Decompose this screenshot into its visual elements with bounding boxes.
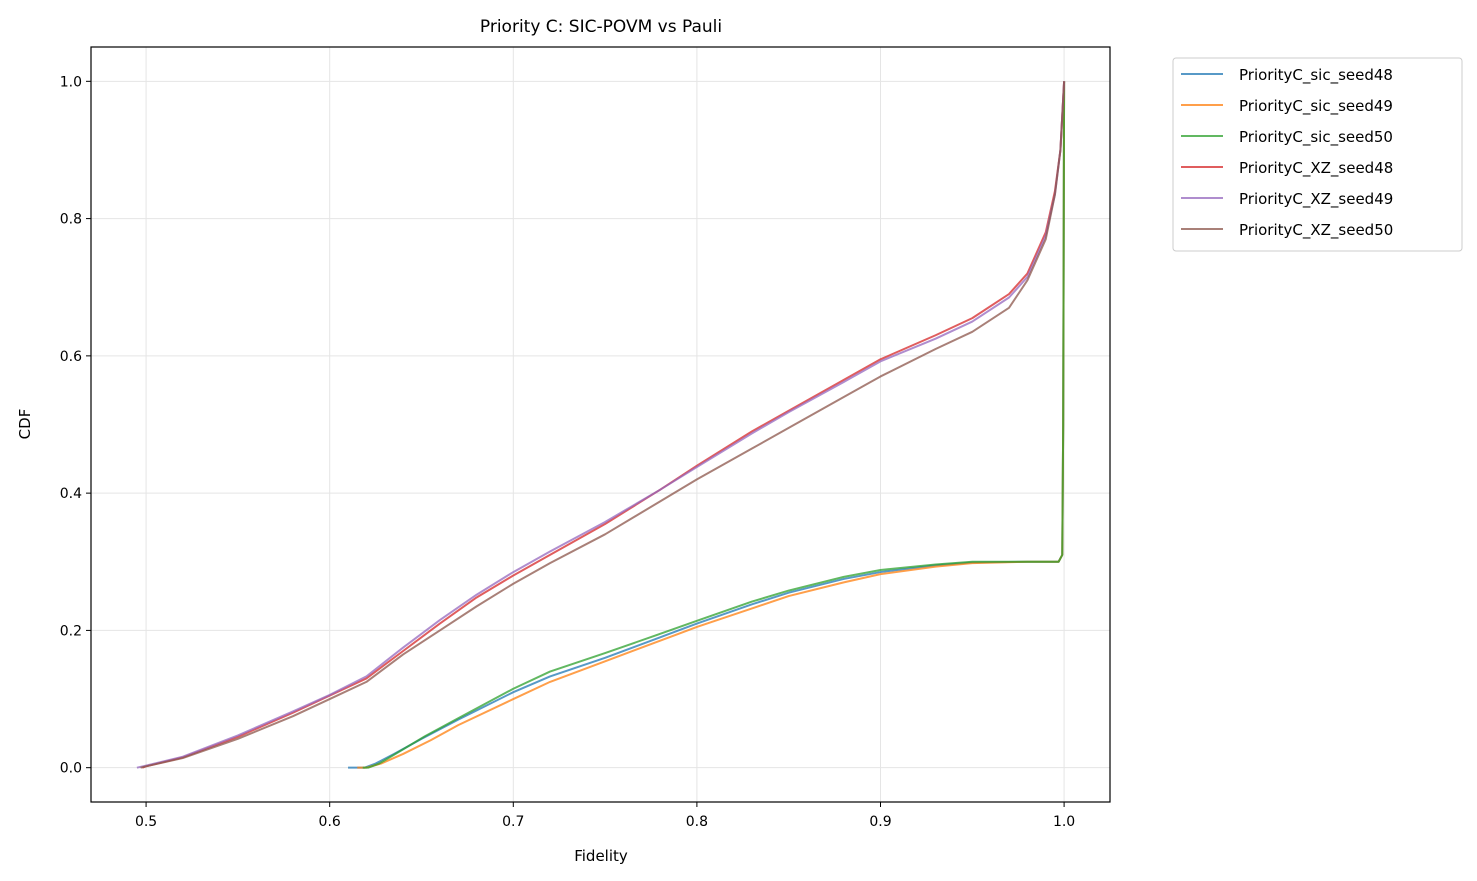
legend-label: PriorityC_XZ_seed49 [1239,190,1393,209]
y-tick-label: 1.0 [60,74,82,90]
series-line [348,81,1066,769]
x-tick-label: 0.8 [686,814,708,830]
y-tick-label: 0.4 [60,486,82,502]
legend-label: PriorityC_sic_seed49 [1239,97,1393,116]
x-tick-label: 1.0 [1053,814,1075,830]
y-tick-label: 0.0 [60,761,82,777]
x-tick-label: 0.9 [869,814,891,830]
x-tick-label: 0.6 [319,814,341,830]
x-tick-label: 0.5 [135,814,157,830]
y-tick-label: 0.2 [60,623,82,639]
plot-frame [90,46,1111,803]
series-line [357,81,1066,769]
x-axis-label: Fidelity [574,847,628,865]
grid [91,47,1110,802]
series-line [136,81,1066,769]
legend-label: PriorityC_XZ_seed48 [1239,159,1393,178]
series-line [362,81,1066,769]
legend-label: PriorityC_sic_seed50 [1239,128,1393,147]
legend: PriorityC_sic_seed48 PriorityC_sic_seed49… [1172,57,1463,252]
series-line [140,81,1066,769]
y-tick-label: 0.6 [60,349,82,365]
x-tick-label: 0.7 [502,814,524,830]
axis-ticks: 0.5 0.6 0.7 0.8 0.9 1.0 0.0 0.2 0.4 0.6 0.8 1.0 [60,74,1075,830]
plot-lines [136,81,1066,769]
series-line [142,81,1066,769]
y-tick-label: 0.8 [60,212,82,228]
chart-title: Priority C: SIC-POVM vs Pauli [480,17,722,37]
legend-label: PriorityC_sic_seed48 [1239,66,1393,85]
legend-frame [1172,57,1463,252]
y-axis-label: CDF [16,409,34,440]
legend-label: PriorityC_XZ_seed50 [1239,221,1393,240]
